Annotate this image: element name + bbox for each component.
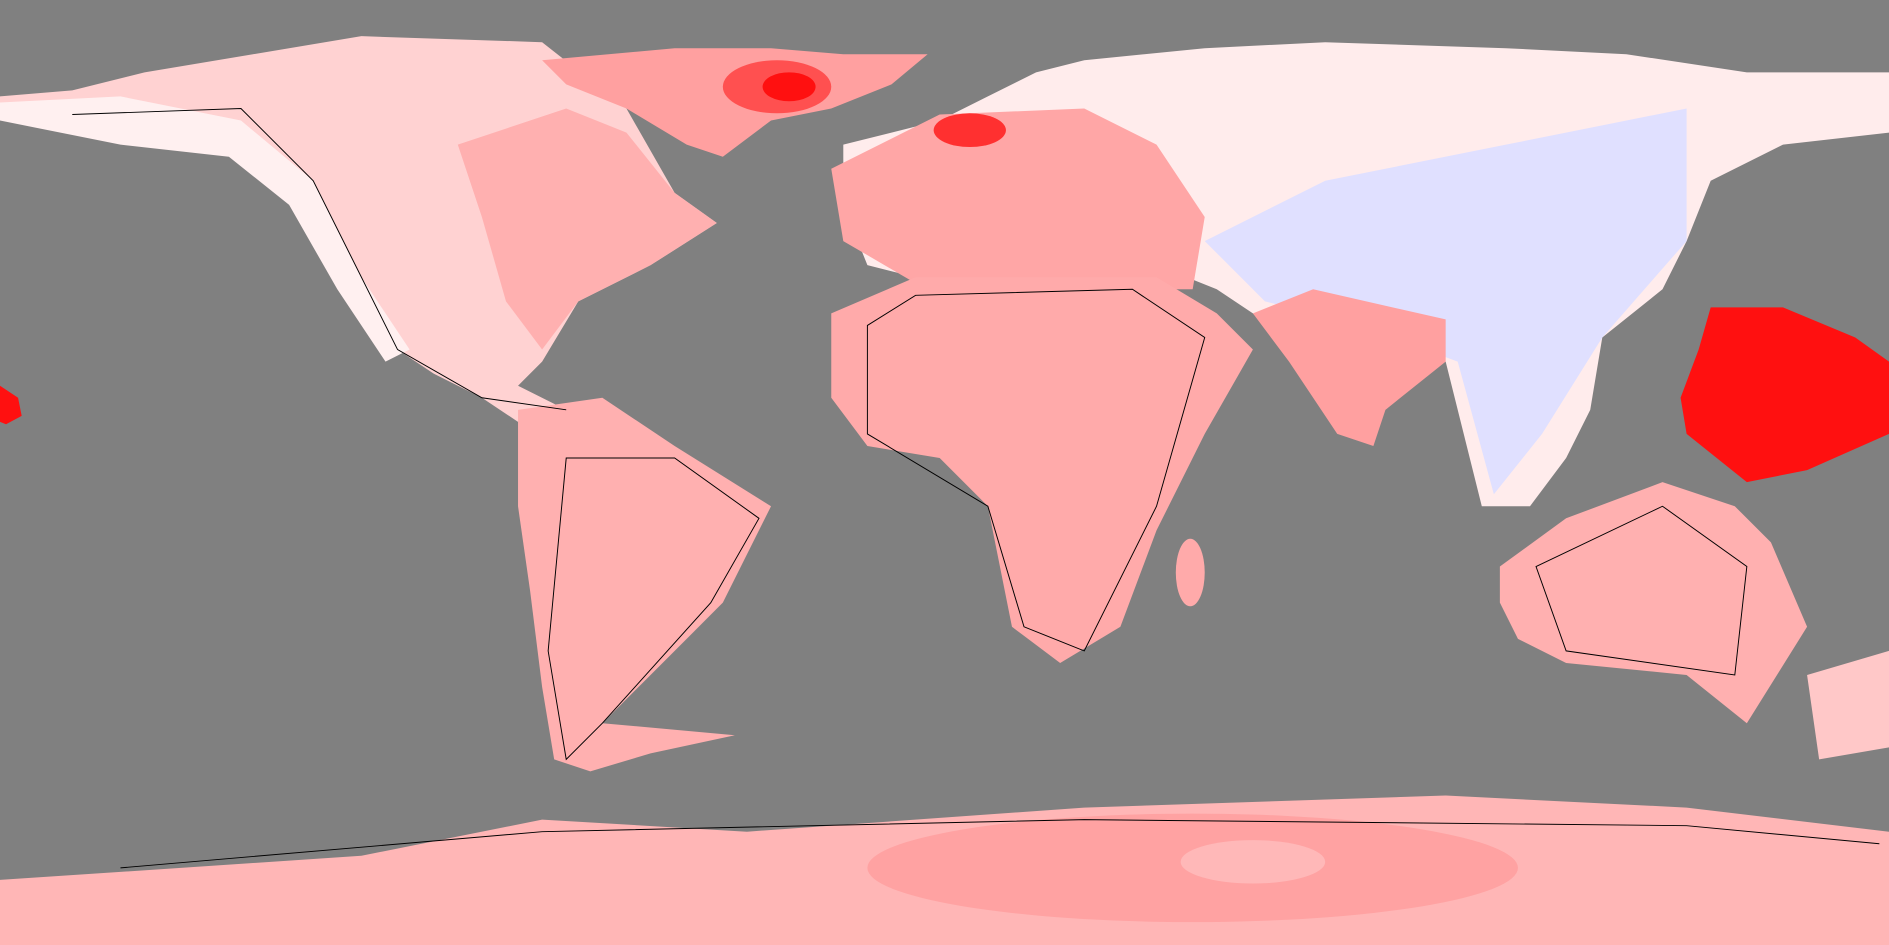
pacific-hotspot: [1680, 307, 1889, 483]
australia: [1499, 482, 1808, 724]
greenland-core: [762, 72, 816, 102]
europe: [831, 108, 1205, 290]
siberia-blue: [1204, 108, 1687, 495]
pacific-hotspot-west: [0, 385, 22, 425]
antarctica-core: [1180, 840, 1326, 884]
coastlines: [72, 107, 1880, 869]
scandinavia-hotspot: [933, 113, 1006, 148]
new-zealand: [1807, 650, 1889, 760]
madagascar: [1175, 538, 1205, 607]
north-america-east: [457, 108, 717, 350]
africa: [831, 277, 1253, 663]
india: [1252, 289, 1446, 446]
north-america-west: [0, 96, 410, 362]
south-america: [518, 397, 772, 772]
